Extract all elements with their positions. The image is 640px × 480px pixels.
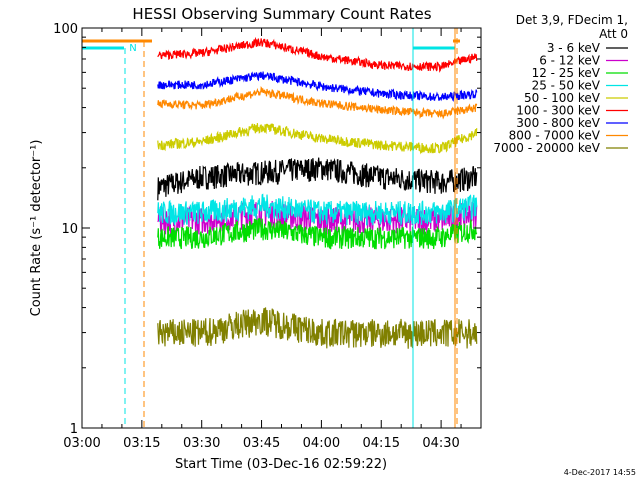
x-tick-label-2: 03:30: [183, 436, 220, 451]
y-tick-label-2: 100: [53, 22, 78, 37]
flag-label-n: N: [129, 43, 136, 54]
series-line-6: [157, 71, 478, 102]
series-line-8: [157, 307, 478, 349]
legend-label-6: 300 - 800 keV: [516, 116, 600, 130]
series-line-3: [157, 193, 478, 227]
series-line-0: [157, 157, 478, 201]
series-line-1: [157, 199, 478, 235]
y-tick-label-0: 1: [70, 422, 78, 437]
x-tick-label-3: 03:45: [243, 436, 280, 451]
series-line-2: [157, 217, 478, 250]
axis-layer: 03:00 03:15 03:30 03:45 04:00 04:15 04:30 1 10 10…: [53, 22, 482, 451]
legend-label-3: 25 - 50 keV: [532, 79, 601, 93]
timestamp: 4-Dec-2017 14:55: [564, 468, 636, 477]
x-tick-label-5: 04:15: [363, 436, 400, 451]
y-tick-label-1: 10: [61, 222, 78, 237]
series-layer: [157, 36, 478, 349]
marker-layer: N: [82, 28, 460, 428]
legend-label-4: 50 - 100 keV: [524, 91, 601, 105]
legend-label-8: 7000 - 20000 keV: [493, 141, 600, 155]
series-line-7: [157, 86, 478, 120]
chart-title: HESSI Observing Summary Count Rates: [132, 5, 431, 23]
x-tick-label-0: 03:00: [63, 436, 100, 451]
legend-header-line-2: Att 0: [599, 27, 628, 41]
legend-label-7: 800 - 7000 keV: [509, 129, 601, 143]
x-tick-label-1: 03:15: [123, 436, 160, 451]
legend-label-5: 100 - 300 keV: [516, 104, 600, 118]
legend-label-1: 6 - 12 keV: [539, 54, 601, 68]
x-tick-label-6: 04:30: [422, 436, 459, 451]
series-line-4: [157, 123, 478, 155]
legend-label-0: 3 - 6 keV: [547, 41, 601, 55]
legend-label-2: 12 - 25 keV: [532, 66, 601, 80]
y-axis-label: Count Rate (s⁻¹ detector⁻¹): [29, 140, 44, 317]
series-line-5: [157, 36, 478, 73]
legend-header-line-1: Det 3,9, FDecim 1,: [516, 13, 628, 27]
x-axis-label: Start Time (03-Dec-16 02:59:22): [175, 457, 387, 472]
x-tick-label-4: 04:00: [303, 436, 340, 451]
